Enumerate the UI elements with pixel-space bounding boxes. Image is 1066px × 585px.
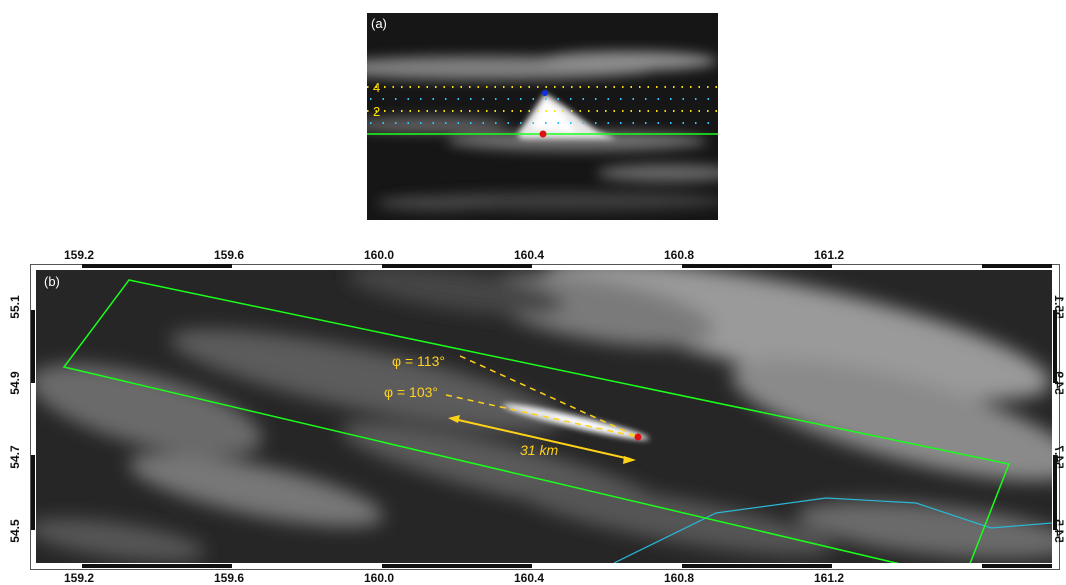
lon-bottom-161-2: 161.2	[814, 571, 845, 585]
distance-label: 31 km	[520, 442, 559, 458]
lat-right-54-9: 54.9	[1052, 371, 1066, 395]
lon-top-159-6: 159.6	[214, 248, 245, 262]
phi-103-label: φ = 103°	[384, 384, 438, 400]
distance-arrow-line	[453, 418, 631, 460]
source-marker-b	[634, 433, 642, 441]
lon-top-160-8: 160.8	[664, 248, 695, 262]
panel-a-canvas: 4 2	[367, 13, 718, 220]
lat-left-54-7: 54.7	[8, 445, 22, 469]
lat-right-54-5: 54.5	[1052, 519, 1066, 543]
lon-top-161-2: 161.2	[814, 248, 845, 262]
coastline	[613, 497, 1052, 563]
top-marker	[542, 90, 548, 96]
lon-bottom-160-0: 160.0	[364, 571, 395, 585]
panel-b-image: (b) φ = 113° φ = 103° 31 km	[36, 270, 1052, 563]
lon-bottom-160-4: 160.4	[514, 571, 545, 585]
panel-b-canvas	[36, 270, 1052, 563]
panel-b-frame	[30, 264, 1060, 570]
lon-bottom-159-2: 159.2	[64, 571, 95, 585]
panel-a-tag: (a)	[371, 16, 387, 31]
lon-top-160-0: 160.0	[364, 248, 395, 262]
lon-top-159-2: 159.2	[64, 248, 95, 262]
distance-arrow-head-right	[623, 456, 636, 464]
lat-right-54-7: 54.7	[1052, 445, 1066, 469]
lon-bottom-160-8: 160.8	[664, 571, 695, 585]
distance-arrow-head-left	[448, 415, 460, 423]
lat-left-55-1: 55.1	[8, 295, 22, 319]
panel-a-image: 4 2 (a)	[367, 13, 718, 220]
lat-left-54-5: 54.5	[8, 519, 22, 543]
level-label-4: 4	[373, 80, 380, 95]
swath-outline	[62, 279, 1011, 563]
panel-b-tag: (b)	[44, 274, 60, 289]
phi-113-label: φ = 113°	[392, 353, 445, 369]
level-label-2: 2	[373, 104, 380, 119]
lon-bottom-159-6: 159.6	[214, 571, 245, 585]
lat-left-54-9: 54.9	[8, 371, 22, 395]
source-marker	[539, 130, 547, 138]
lat-right-55-1: 55.1	[1052, 295, 1066, 319]
lon-top-160-4: 160.4	[514, 248, 545, 262]
